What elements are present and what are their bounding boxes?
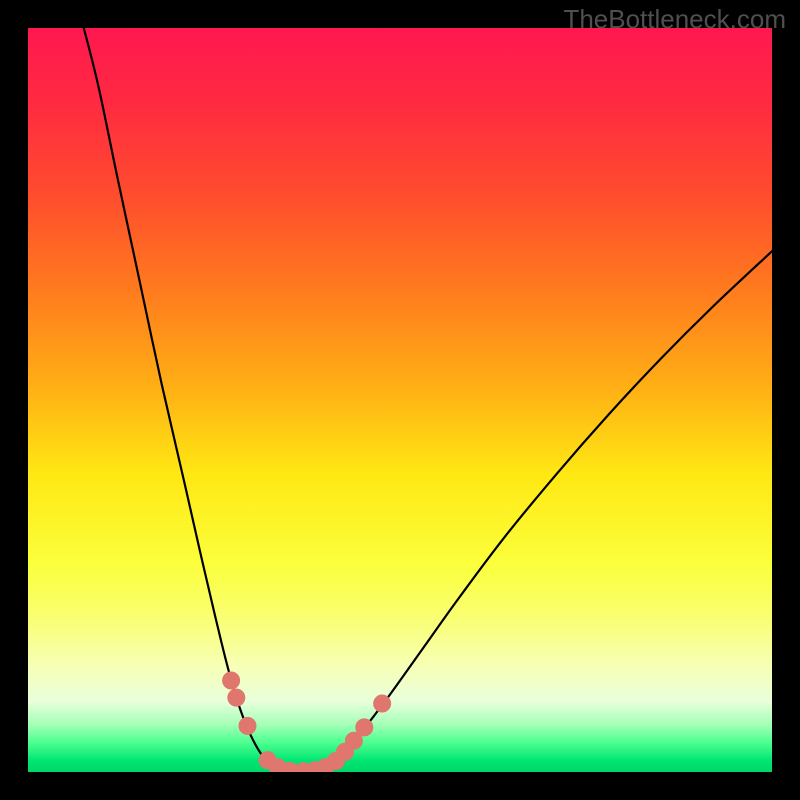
data-marker xyxy=(239,717,256,734)
data-marker xyxy=(356,719,373,736)
data-marker xyxy=(223,672,240,689)
gradient-background xyxy=(28,28,772,772)
data-marker xyxy=(374,695,391,712)
chart-svg xyxy=(28,28,772,772)
data-marker xyxy=(228,689,245,706)
chart-frame: TheBottleneck.com xyxy=(0,0,800,800)
